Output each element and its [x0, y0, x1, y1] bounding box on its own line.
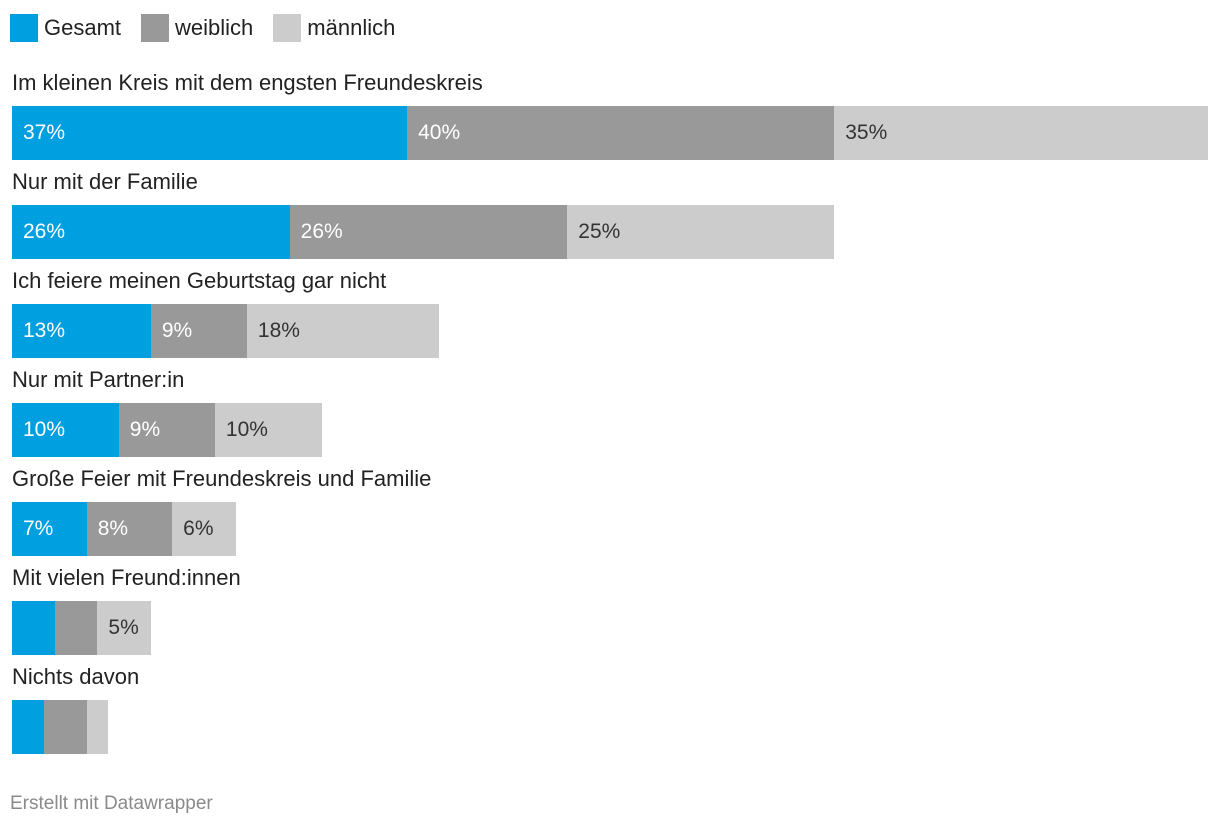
- bar-segment-weiblich: [54, 601, 98, 655]
- category-label: Mit vielen Freund:innen: [12, 565, 241, 590]
- bar-segment-Gesamt: [12, 601, 55, 655]
- bar-value-label: 9%: [129, 418, 161, 441]
- bar-value-label: 6%: [183, 517, 214, 540]
- bar-value-label: 40%: [418, 121, 461, 144]
- bar-segment-Gesamt: 7%: [12, 502, 87, 556]
- bar-segment-weiblich: 9%: [118, 403, 215, 457]
- bar-segment-männlich: 10%: [214, 403, 322, 457]
- legend-label-2: männlich: [307, 15, 396, 40]
- bar-value-label: 37%: [23, 121, 66, 144]
- category-label: Im kleinen Kreis mit dem engsten Freunde…: [12, 70, 483, 95]
- category-label: Ich feiere meinen Geburtstag gar nicht: [12, 268, 387, 293]
- bar-value-label: 26%: [300, 220, 343, 243]
- bar-segment-Gesamt: 10%: [12, 403, 119, 457]
- bar-segment-männlich: 5%: [97, 601, 151, 655]
- bar-segment-männlich: 6%: [172, 502, 237, 556]
- legend-item-0: Gesamt: [10, 14, 121, 42]
- bar-segment-männlich: 35%: [834, 106, 1208, 160]
- category-label: Nur mit der Familie: [12, 169, 198, 194]
- legend-swatch-1: [141, 14, 170, 42]
- bar-value-label: 10%: [23, 418, 66, 441]
- legend-swatch-2: [273, 14, 302, 42]
- bar-segment-männlich: 25%: [567, 205, 835, 259]
- stacked-bar-chart: Im kleinen Kreis mit dem engsten Freunde…: [12, 70, 1208, 754]
- bar-segment-weiblich: 26%: [289, 205, 568, 259]
- bar-value-label: 9%: [161, 319, 193, 342]
- legend-label-0: Gesamt: [44, 15, 122, 40]
- legend-label-1: weiblich: [175, 15, 254, 40]
- bar-segment-Gesamt: 26%: [12, 205, 290, 259]
- category-label: Nur mit Partner:in: [12, 367, 185, 392]
- category-label: Große Feier mit Freundeskreis und Famili…: [12, 466, 432, 491]
- bar-segment-weiblich: 8%: [86, 502, 173, 556]
- bar-segment-weiblich: 40%: [407, 106, 835, 160]
- bar-value-label: 18%: [257, 319, 300, 342]
- bar-value-label: 25%: [578, 220, 621, 243]
- legend-item-2: männlich: [273, 14, 395, 42]
- legend-swatch-0: [10, 14, 38, 42]
- bar-value-label: 8%: [97, 517, 129, 540]
- credit-footer[interactable]: Erstellt mit Datawrapper: [10, 793, 213, 814]
- bar-value-label: 13%: [23, 319, 66, 342]
- bar-value-label: 7%: [23, 517, 54, 540]
- bar-value-label: 10%: [225, 418, 268, 441]
- category-label: Nichts davon: [12, 664, 140, 689]
- bar-value-label: 5%: [108, 616, 139, 639]
- bar-segment-weiblich: [44, 700, 87, 754]
- bar-segment-männlich: 18%: [246, 304, 440, 358]
- bar-value-label: 35%: [845, 121, 888, 144]
- bar-segment-männlich: [86, 700, 109, 754]
- bar-segment-Gesamt: 37%: [12, 106, 408, 160]
- bar-segment-weiblich: 9%: [150, 304, 247, 358]
- legend: Gesamt weiblich männlich: [10, 14, 415, 42]
- bar-value-label: 26%: [23, 220, 66, 243]
- bar-segment-Gesamt: [12, 700, 45, 754]
- legend-item-1: weiblich: [141, 14, 253, 42]
- bar-segment-Gesamt: 13%: [12, 304, 151, 358]
